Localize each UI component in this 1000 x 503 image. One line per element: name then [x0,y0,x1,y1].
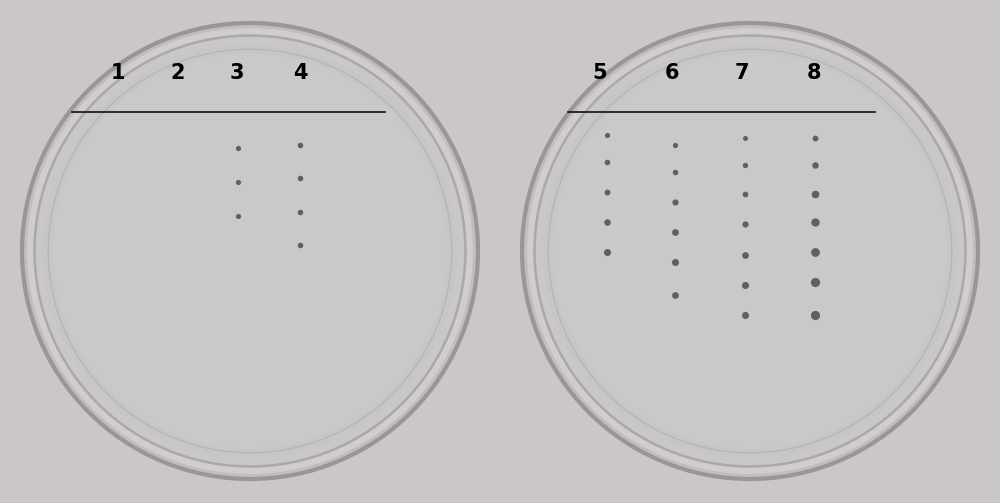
Point [599,131,615,139]
Circle shape [528,29,972,473]
Point [737,311,753,319]
Point [737,161,753,169]
Text: 5: 5 [593,63,607,83]
Point [292,241,308,249]
Point [807,218,823,226]
Point [807,248,823,256]
Circle shape [35,36,465,466]
Point [807,161,823,169]
Point [599,218,615,226]
Point [292,174,308,182]
Point [737,281,753,289]
Point [599,248,615,256]
Point [737,220,753,228]
Circle shape [553,54,947,448]
Circle shape [544,45,956,457]
Point [230,178,246,186]
Text: 8: 8 [807,63,821,83]
Text: 6: 6 [665,63,679,83]
Point [807,278,823,286]
Circle shape [53,54,447,448]
Text: 3: 3 [230,63,244,83]
Point [667,141,683,149]
Text: 1: 1 [111,63,125,83]
Point [737,190,753,198]
Circle shape [22,23,478,479]
Text: 4: 4 [293,63,307,83]
Point [667,228,683,236]
Point [807,134,823,142]
Point [737,134,753,142]
Circle shape [28,29,472,473]
Point [807,190,823,198]
Point [292,141,308,149]
Point [667,258,683,266]
Point [599,158,615,166]
Text: 2: 2 [171,63,185,83]
Point [807,311,823,319]
Point [230,144,246,152]
Point [292,208,308,216]
Point [667,291,683,299]
Point [667,198,683,206]
Point [737,251,753,259]
Circle shape [44,45,456,457]
Point [667,168,683,176]
Point [230,212,246,220]
Text: 7: 7 [735,63,749,83]
Circle shape [535,36,965,466]
Circle shape [522,23,978,479]
Point [599,188,615,196]
